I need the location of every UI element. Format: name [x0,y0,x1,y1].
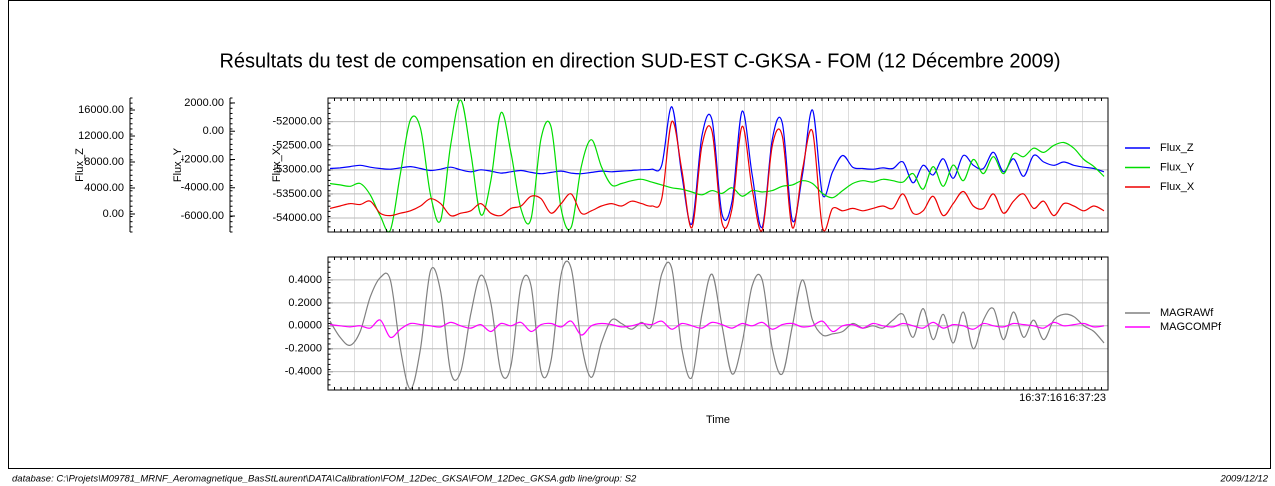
y-tick-label: -53500.00 [272,188,322,200]
y-tick-label: -4000.00 [181,182,224,194]
x-axis-label: Time [706,414,730,426]
y-tick-label: 0.4000 [288,274,322,286]
y-axis-label: Flux_Z [74,148,86,182]
x-tick-label: 16:37:16 [1019,392,1062,404]
footer-left: database: C:\Projets\M09781_MRNF_Aeromag… [12,474,637,485]
data-line [329,106,1105,229]
y-tick-label: 0.00 [203,125,224,137]
y-tick-label: -52000.00 [272,116,322,128]
frame [8,0,1271,469]
y-tick-label: -0.2000 [285,343,322,355]
y-tick-label: -54000.00 [272,212,322,224]
y-tick-label: 0.00 [103,208,124,220]
legend-label: Flux_Z [1160,142,1194,154]
y-tick-label: -6000.00 [181,210,224,222]
data-line [329,120,1105,232]
y-tick-label: 0.0000 [288,320,322,332]
y-tick-label: 16000.00 [78,104,124,116]
y-tick-label: -2000.00 [181,153,224,165]
y-tick-label: -0.4000 [285,366,322,378]
y-tick-label: 4000.00 [84,182,124,194]
chart-title: Résultats du test de compensation en dir… [219,50,1060,72]
y-tick-label: -52500.00 [272,140,322,152]
y-tick-label: 0.2000 [288,297,322,309]
y-tick-label: 8000.00 [84,156,124,168]
data-line [329,99,1105,233]
legend-label: Flux_X [1160,181,1195,193]
data-line [329,260,1105,390]
legend-label: Flux_Y [1160,161,1195,173]
y-axis-label: Flux_X [271,147,283,182]
legend-label: MAGCOMPf [1160,321,1222,333]
y-tick-label: 12000.00 [78,130,124,142]
footer-right: 2009/12/12 [1219,474,1268,485]
x-tick-label: 16:37:23 [1063,392,1106,404]
y-tick-label: 2000.00 [184,97,224,109]
data-line [329,319,1105,339]
legend-label: MAGRAWf [1160,307,1214,319]
y-axis-label: Flux_Y [172,147,184,182]
vertical-grid [328,98,1108,232]
y-tick-label: -53000.00 [272,164,322,176]
